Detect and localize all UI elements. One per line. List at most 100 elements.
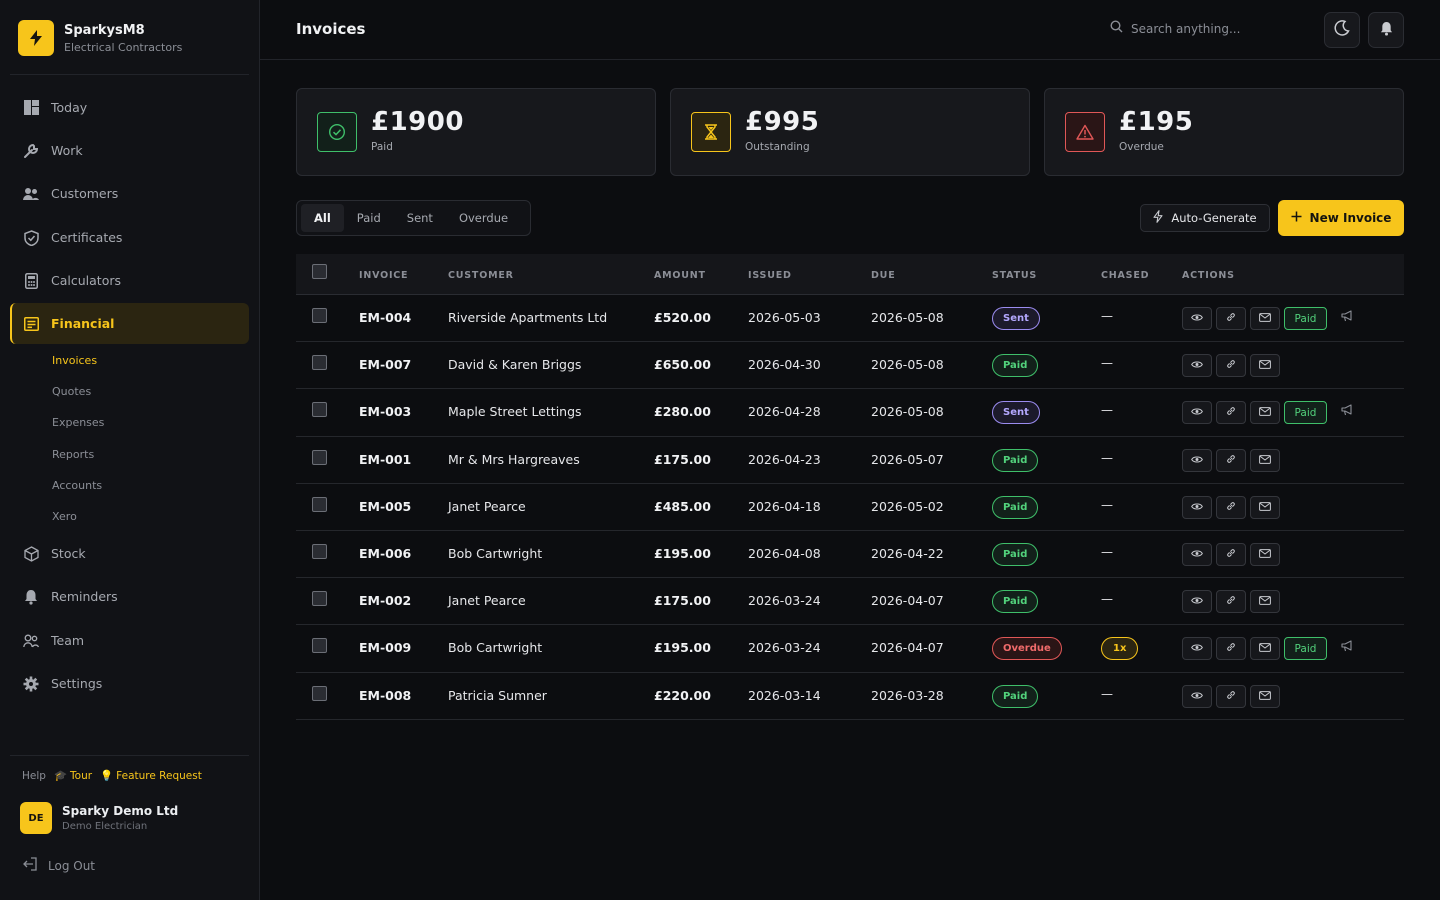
subnav-item-invoices[interactable]: Invoices — [52, 354, 98, 367]
new-invoice-button[interactable]: New Invoice — [1278, 200, 1404, 236]
nav-item-certificates[interactable]: Certificates — [10, 217, 249, 258]
nav-item-team[interactable]: Team — [10, 620, 249, 661]
eye-icon — [1191, 311, 1203, 326]
chase-button[interactable] — [1339, 640, 1355, 656]
nav-item-financial[interactable]: Financial — [10, 303, 249, 344]
subnav-item-reports[interactable]: Reports — [52, 448, 95, 461]
view-button[interactable] — [1182, 542, 1212, 566]
copy-link-button[interactable] — [1216, 495, 1246, 519]
copy-link-button[interactable] — [1216, 354, 1246, 378]
search-input[interactable] — [1131, 21, 1301, 36]
column-header-amount[interactable]: AMOUNT — [654, 270, 706, 281]
row-checkbox[interactable] — [312, 685, 327, 701]
email-button[interactable] — [1250, 495, 1280, 519]
nav-item-work[interactable]: Work — [10, 130, 249, 171]
invoice-number[interactable]: EM-005 — [359, 498, 412, 514]
row-checkbox[interactable] — [312, 355, 327, 371]
column-header-issued[interactable]: ISSUED — [748, 270, 792, 281]
invoice-number[interactable]: EM-002 — [359, 593, 412, 609]
email-button[interactable] — [1250, 448, 1280, 472]
nav-item-customers[interactable]: Customers — [10, 173, 249, 214]
invoice-number[interactable]: EM-003 — [359, 404, 412, 420]
email-button[interactable] — [1250, 307, 1280, 330]
table-row[interactable]: EM-004 Riverside Apartments Ltd £520.00 202… — [296, 295, 1404, 343]
nav-item-reminders[interactable]: Reminders — [10, 576, 249, 617]
email-button[interactable] — [1250, 542, 1280, 566]
subnav-item-xero[interactable]: Xero — [52, 510, 77, 523]
copy-link-button[interactable] — [1216, 542, 1246, 566]
tour-link[interactable]: 🎓 Tour — [54, 769, 92, 783]
row-checkbox[interactable] — [312, 402, 327, 418]
subnav-item-quotes[interactable]: Quotes — [52, 385, 92, 398]
mark-paid-button[interactable]: Paid — [1284, 637, 1327, 661]
column-header-chased[interactable]: CHASED — [1101, 270, 1150, 281]
table-row[interactable]: EM-009 Bob Cartwright £195.00 2026-03-24 202… — [296, 625, 1404, 673]
copy-link-button[interactable] — [1216, 590, 1246, 614]
table-row[interactable]: EM-003 Maple Street Lettings £280.00 2026-0… — [296, 389, 1404, 437]
nav-item-today[interactable]: Today — [10, 87, 249, 128]
auto-generate-button[interactable]: Auto-Generate — [1140, 204, 1270, 232]
email-button[interactable] — [1250, 684, 1280, 708]
row-checkbox[interactable] — [312, 591, 327, 607]
table-row[interactable]: EM-005 Janet Pearce £485.00 2026-04-18 2026-… — [296, 484, 1404, 531]
copy-link-button[interactable] — [1216, 401, 1246, 425]
table-row[interactable]: EM-007 David & Karen Briggs £650.00 2026-04… — [296, 342, 1404, 390]
column-header-invoice[interactable]: INVOICE — [359, 270, 409, 281]
chase-button[interactable] — [1339, 310, 1355, 326]
copy-link-button[interactable] — [1216, 684, 1246, 708]
view-button[interactable] — [1182, 637, 1212, 661]
logout-button[interactable]: Log Out — [22, 857, 95, 874]
user-profile[interactable]: DE Sparky Demo Ltd Demo Electrician — [20, 802, 178, 834]
view-button[interactable] — [1182, 401, 1212, 425]
row-checkbox[interactable] — [312, 449, 327, 465]
nav-item-stock[interactable]: Stock — [10, 533, 249, 574]
theme-toggle-button[interactable] — [1324, 12, 1360, 48]
row-checkbox[interactable] — [312, 543, 327, 559]
invoice-number[interactable]: EM-001 — [359, 451, 412, 467]
email-button[interactable] — [1250, 590, 1280, 614]
view-button[interactable] — [1182, 354, 1212, 378]
column-header-customer[interactable]: CUSTOMER — [448, 270, 514, 281]
invoice-number[interactable]: EM-004 — [359, 310, 412, 325]
feature-request-link[interactable]: 💡 Feature Request — [100, 769, 202, 783]
tab-paid[interactable]: Paid — [356, 211, 381, 225]
subnav-item-accounts[interactable]: Accounts — [52, 479, 103, 492]
view-button[interactable] — [1182, 684, 1212, 708]
row-checkbox[interactable] — [312, 496, 327, 512]
nav-item-calculators[interactable]: Calculators — [10, 260, 249, 301]
email-button[interactable] — [1250, 354, 1280, 378]
view-button[interactable] — [1182, 448, 1212, 472]
invoice-number[interactable]: EM-006 — [359, 545, 412, 561]
view-button[interactable] — [1182, 590, 1212, 614]
row-checkbox[interactable] — [312, 638, 327, 654]
invoice-number[interactable]: EM-007 — [359, 357, 412, 373]
mark-paid-button[interactable]: Paid — [1284, 307, 1327, 330]
table-row[interactable]: EM-002 Janet Pearce £175.00 2026-03-24 2026-… — [296, 578, 1404, 626]
invoice-number[interactable]: EM-008 — [359, 687, 412, 703]
search-bar[interactable] — [1110, 20, 1301, 37]
mark-paid-button[interactable]: Paid — [1284, 401, 1327, 425]
row-checkbox[interactable] — [312, 308, 327, 323]
tab-sent[interactable]: Sent — [406, 211, 433, 225]
chase-button[interactable] — [1339, 404, 1355, 420]
column-header-due[interactable]: DUE — [871, 270, 896, 281]
tab-overdue[interactable]: Overdue — [458, 211, 509, 225]
brand[interactable]: SparkysM8 Electrical Contractors — [18, 20, 182, 56]
email-button[interactable] — [1250, 401, 1280, 425]
select-all-checkbox[interactable] — [312, 264, 327, 279]
table-row[interactable]: EM-006 Bob Cartwright £195.00 2026-04-08 202… — [296, 531, 1404, 579]
view-button[interactable] — [1182, 495, 1212, 519]
copy-link-button[interactable] — [1216, 637, 1246, 661]
invoice-number[interactable]: EM-009 — [359, 640, 412, 656]
copy-link-button[interactable] — [1216, 307, 1246, 330]
copy-link-button[interactable] — [1216, 448, 1246, 472]
view-button[interactable] — [1182, 307, 1212, 330]
email-button[interactable] — [1250, 637, 1280, 661]
notifications-button[interactable] — [1368, 12, 1404, 48]
tab-all[interactable]: All — [301, 204, 344, 232]
subnav-item-expenses[interactable]: Expenses — [52, 416, 105, 429]
table-row[interactable]: EM-001 Mr & Mrs Hargreaves £175.00 2026-04-… — [296, 437, 1404, 484]
column-header-status[interactable]: STATUS — [992, 270, 1038, 281]
table-row[interactable]: EM-008 Patricia Sumner £220.00 2026-03-14 20… — [296, 673, 1404, 720]
nav-item-settings[interactable]: Settings — [10, 663, 249, 704]
